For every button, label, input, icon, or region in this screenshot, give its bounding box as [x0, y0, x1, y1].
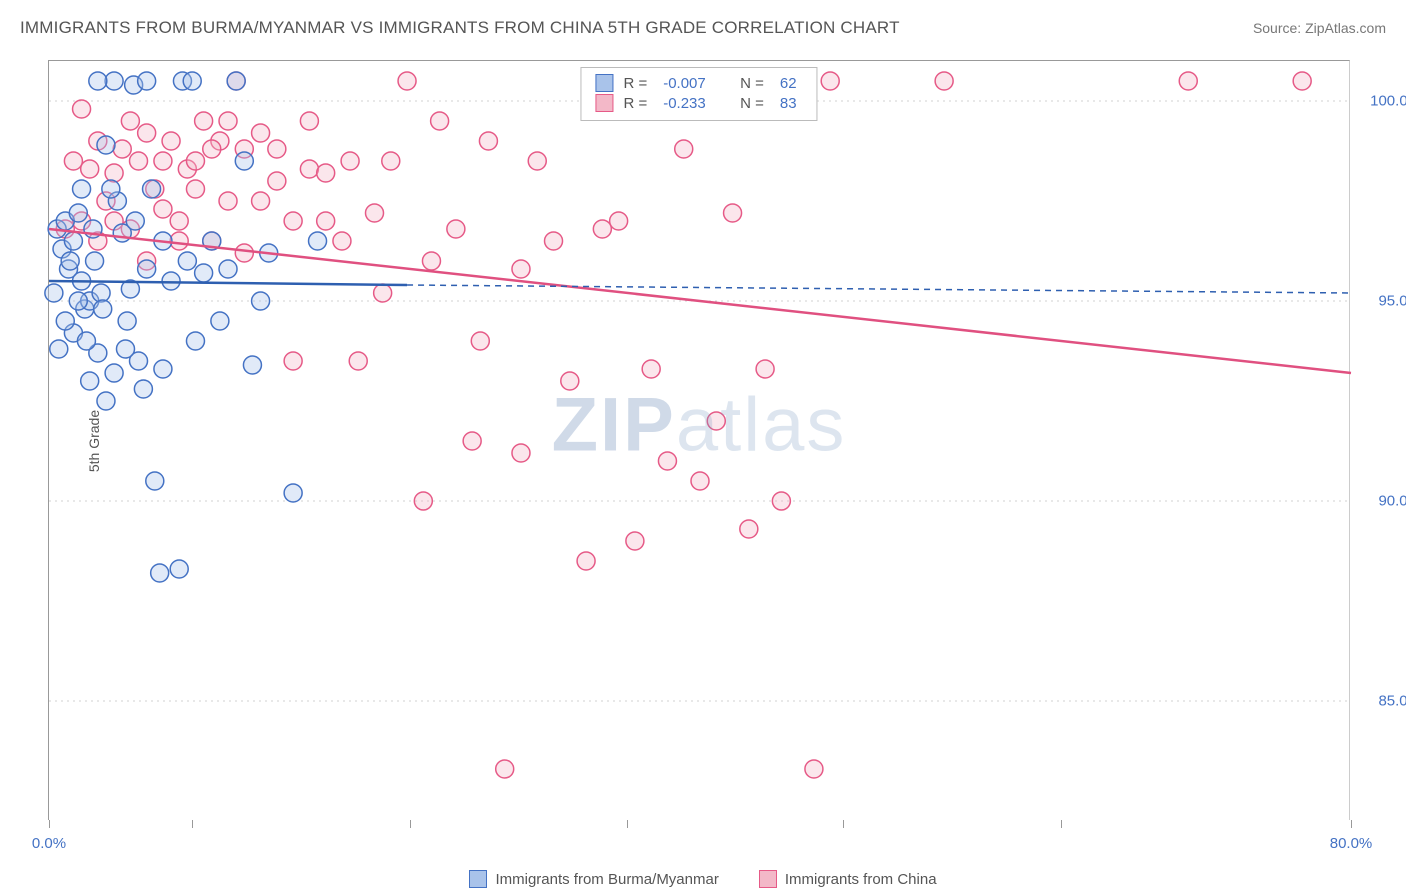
legend-swatch-icon	[759, 870, 777, 888]
ytick-label: 90.0%	[1378, 493, 1406, 510]
legend-swatch-icon	[469, 870, 487, 888]
xtick-label: 0.0%	[32, 835, 66, 852]
stats-row: R = -0.233 N = 83	[595, 94, 802, 112]
stats-swatch-icon	[595, 94, 613, 112]
r-label: R =	[623, 75, 647, 92]
n-label: N =	[740, 75, 764, 92]
stats-row: R = -0.007 N = 62	[595, 74, 802, 92]
n-label: N =	[740, 95, 764, 112]
chart-title: IMMIGRANTS FROM BURMA/MYANMAR VS IMMIGRA…	[20, 18, 900, 38]
legend-label: Immigrants from China	[785, 871, 937, 888]
source-label: Source: ZipAtlas.com	[1253, 20, 1386, 36]
bottom-legend: Immigrants from Burma/Myanmar Immigrants…	[0, 870, 1406, 888]
legend-label: Immigrants from Burma/Myanmar	[495, 871, 718, 888]
stats-swatch-icon	[595, 74, 613, 92]
chart-svg	[49, 61, 1349, 820]
plot-area: 5th Grade ZIPatlas R =-0.007 N =62R =-0.…	[48, 60, 1350, 820]
n-value: 83	[780, 95, 797, 112]
ytick-label: 85.0%	[1378, 693, 1406, 710]
xtick-label: 80.0%	[1330, 835, 1373, 852]
legend-item-china: Immigrants from China	[759, 870, 937, 888]
ytick-label: 95.0%	[1378, 293, 1406, 310]
ytick-label: 100.0%	[1370, 93, 1406, 110]
stats-legend-box: R = -0.007 N = 62 R = -0.233 N = 83	[580, 67, 817, 121]
n-value: 62	[780, 75, 797, 92]
r-label: R =	[623, 95, 647, 112]
legend-item-burma: Immigrants from Burma/Myanmar	[469, 870, 718, 888]
r-value: -0.233	[663, 95, 706, 112]
r-value: -0.007	[663, 75, 706, 92]
